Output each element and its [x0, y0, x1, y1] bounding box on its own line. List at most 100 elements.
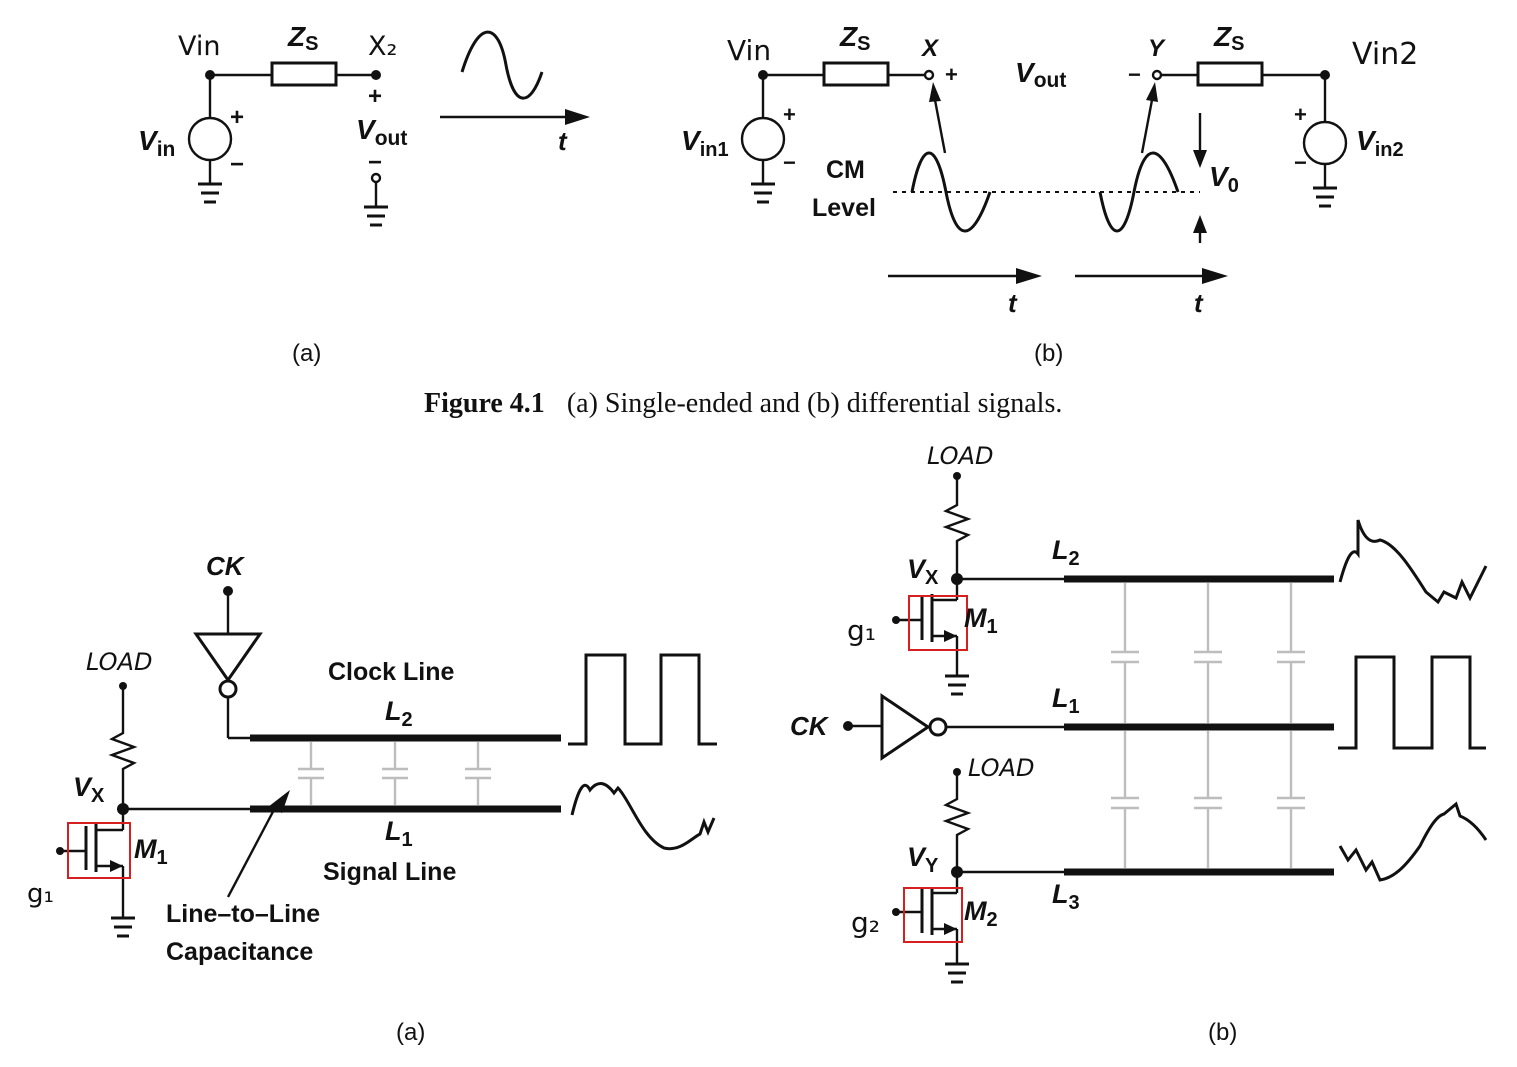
time-axis-label: t	[1194, 288, 1204, 318]
voltage-source-icon	[740, 116, 786, 162]
glitchy-signal-wave-bottom	[1338, 801, 1488, 882]
arrow-head-icon	[1016, 268, 1042, 284]
ground-icon	[751, 182, 775, 204]
fig42b-differential-lines: LOAD LOAD VX VY L2 L1 L3 M1 M2 g₁ g₂ CK …	[790, 442, 1488, 1046]
inverter-icon	[880, 693, 931, 761]
l1-label: L1	[1052, 683, 1080, 718]
capacitance-label: Line–to–Line	[166, 900, 320, 928]
handwritten-load: LOAD	[927, 442, 993, 470]
capacitance-label: Capacitance	[166, 938, 313, 966]
ck-label: CK	[790, 711, 830, 741]
vin2-source-label: Vin2	[1356, 125, 1404, 161]
sine-wave	[460, 30, 544, 100]
v0-label: V0	[1209, 161, 1239, 197]
terminal-open	[923, 69, 935, 81]
vout-label: Vout	[1015, 57, 1066, 92]
coupling-capacitor	[1194, 731, 1222, 868]
inverter-bubble	[218, 679, 238, 699]
cm-level-label: Level	[812, 194, 876, 222]
zs-label: ZS	[287, 21, 318, 55]
zs-impedance-box	[822, 61, 890, 87]
node-dot	[371, 70, 381, 80]
voltage-source-icon	[187, 116, 233, 162]
node-x-label: X	[920, 35, 940, 62]
arrow-head-icon	[1193, 150, 1207, 168]
arrow-head-icon	[1193, 215, 1207, 233]
ground-icon	[1313, 186, 1337, 208]
handwritten-g1: g₁	[847, 614, 876, 647]
arrow-head-icon	[110, 860, 123, 872]
m2-label: M2	[964, 896, 998, 931]
plus-sign: +	[368, 83, 382, 110]
coupling-capacitor	[1194, 583, 1222, 723]
node-dot	[892, 908, 900, 916]
time-axis-label: t	[1008, 288, 1018, 318]
arrow-head-icon	[944, 923, 957, 935]
node-dot	[892, 616, 900, 624]
node-y-label: Y	[1148, 35, 1166, 62]
ground-icon	[945, 962, 969, 984]
resistor-icon	[108, 728, 138, 809]
clock-line-label: Clock Line	[328, 658, 455, 686]
arrow-head-icon	[565, 109, 590, 125]
handwritten-g1: g₁	[27, 879, 54, 909]
zs-label: ZS	[1213, 21, 1244, 55]
plus-sign: +	[945, 62, 958, 87]
plus-sign: +	[230, 104, 244, 131]
arrow-head-icon	[944, 630, 957, 642]
terminal-open	[1151, 69, 1163, 81]
clock-square-wave	[568, 653, 717, 746]
node-dot	[56, 847, 64, 855]
arrow-head-icon	[1202, 268, 1228, 284]
minus-sign: −	[230, 151, 244, 178]
l3-label: L3	[1052, 879, 1080, 914]
coupling-capacitor	[1111, 583, 1139, 723]
vin1-source-label: Vin1	[681, 125, 729, 161]
zs-impedance-box	[270, 61, 338, 87]
ck-label: CK	[206, 551, 246, 581]
coupling-capacitor	[382, 742, 408, 805]
time-axis-label: t	[558, 126, 568, 156]
clock-square-wave	[1338, 655, 1486, 750]
ground-icon	[111, 916, 135, 938]
plus-sign: +	[783, 102, 796, 127]
plus-sign: +	[1294, 102, 1307, 127]
fig42a-clock-coupling: CK LOAD Clock Line L2 L1 Signal Line VX …	[27, 551, 717, 1046]
minus-sign: −	[1128, 62, 1141, 87]
vx-label: VX	[907, 554, 939, 589]
resistor-icon	[942, 794, 972, 872]
ground-icon	[198, 182, 222, 204]
sine-wave-x	[910, 151, 992, 233]
minus-sign: −	[368, 149, 382, 176]
sine-wave-y	[1098, 151, 1180, 233]
resistor-icon	[942, 500, 972, 579]
vx-label: VX	[73, 772, 105, 807]
l1-label: L1	[385, 816, 413, 851]
minus-sign: −	[783, 150, 796, 175]
handwritten-x2: X₂	[368, 31, 397, 62]
fig41a-single-ended: Vin ZS X₂ + − Vin + Vout − t (a)	[138, 21, 590, 367]
ground-icon	[364, 205, 388, 227]
figure-caption: Figure 4.1 (a) Single-ended and (b) diffe…	[424, 388, 1062, 419]
handwritten-g2: g₂	[851, 906, 880, 939]
voltage-source-icon	[1302, 120, 1348, 166]
arrow-head-icon	[268, 790, 290, 813]
m1-label: M1	[964, 603, 998, 638]
coupling-capacitor	[298, 742, 324, 805]
inverter-icon	[193, 632, 263, 683]
fig41b-differential: Vin ZS X + Vout Y − ZS Vin2 + − Vin1 + −…	[681, 21, 1418, 367]
transistor-highlight-box	[903, 887, 963, 943]
zs-label: ZS	[839, 21, 870, 55]
handwritten-load: LOAD	[86, 648, 152, 676]
transistor-highlight-box	[908, 595, 968, 651]
panel-label-b: (b)	[1034, 340, 1063, 367]
signal-line-label: Signal Line	[323, 858, 456, 886]
cm-level-label: CM	[826, 156, 865, 184]
arrow-head-icon	[929, 82, 941, 102]
vout-label: Vout	[356, 114, 407, 150]
coupling-capacitor	[1277, 583, 1305, 723]
l2-label: L2	[1052, 535, 1080, 570]
zs-impedance-box	[1196, 61, 1264, 87]
glitchy-signal-wave-top	[1338, 519, 1488, 605]
